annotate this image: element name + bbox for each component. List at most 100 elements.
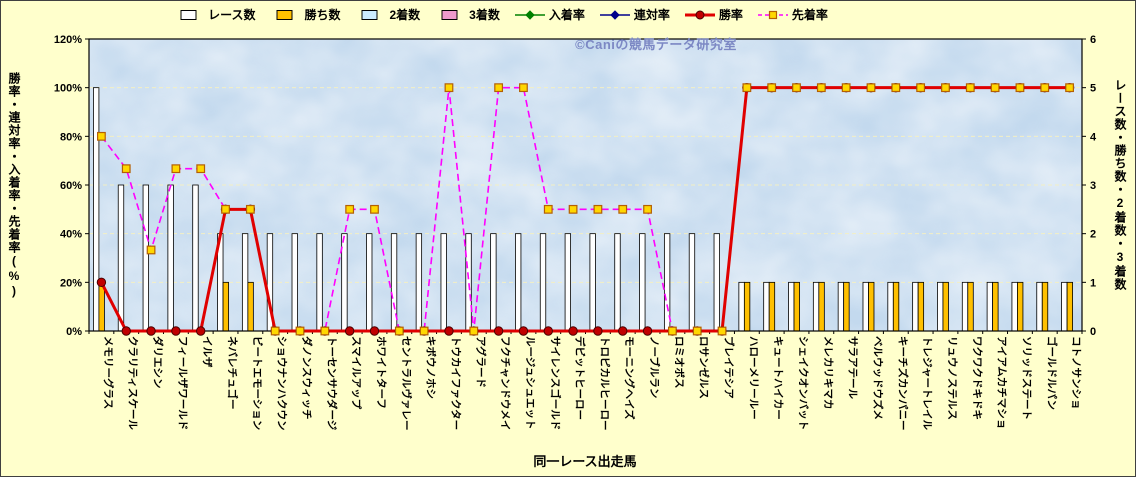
legend-swatch-bar-icon — [180, 9, 197, 20]
legend-swatch-diamond-icon — [599, 9, 630, 20]
bar-1-33 — [917, 281, 925, 332]
category-label: ブレイテシア — [723, 336, 736, 399]
bar-0-39 — [1061, 281, 1068, 332]
legend-swatch-bar-icon — [361, 9, 378, 20]
bar-0-35 — [961, 281, 969, 332]
watermark: ©Caniの競馬データ研究室 — [575, 37, 737, 52]
bar-0-2 — [142, 184, 149, 332]
right-tick-label: 6 — [1090, 34, 1096, 46]
right-tick-label: 2 — [1090, 229, 1096, 241]
category-label: シェイクオンバット — [797, 336, 809, 430]
right-tick-label: 1 — [1090, 277, 1096, 289]
marker-square — [245, 204, 255, 214]
marker-square — [568, 204, 578, 214]
left-tick-label: 120% — [54, 34, 82, 46]
marker-square — [916, 83, 926, 93]
marker-circle — [518, 326, 529, 336]
category-label: ダリエシン — [152, 336, 165, 389]
x-axis-title: 同一レース出走馬 — [533, 454, 637, 469]
category-label: メレカリキマカ — [822, 336, 834, 410]
bar-0-21 — [614, 233, 621, 332]
category-label: モーニングヘイズ — [623, 336, 636, 420]
category-label: スマイルアップ — [350, 336, 363, 410]
bar-0-38 — [1036, 281, 1043, 332]
marker-square — [543, 204, 553, 214]
marker-square — [394, 326, 404, 336]
bar-0-36 — [986, 281, 994, 332]
category-label: ハローメリールー — [747, 336, 759, 420]
marker-square — [1015, 83, 1025, 93]
bar-0-37 — [1011, 281, 1018, 332]
marker-square — [444, 83, 454, 93]
marker-square — [717, 326, 727, 336]
bar-0-6 — [241, 233, 249, 332]
category-label: フィールザワールド — [176, 336, 188, 430]
marker-square — [469, 326, 479, 336]
legend-item: レース数 — [174, 6, 255, 23]
marker-square — [196, 164, 206, 174]
bar-0-1 — [117, 184, 125, 332]
marker-square — [841, 83, 851, 93]
marker-circle — [344, 326, 355, 336]
marker-circle — [543, 326, 553, 336]
bar-1-35 — [967, 281, 974, 332]
marker-square — [270, 326, 280, 336]
category-label: トロピカルヒーロー — [598, 336, 610, 431]
legend-label: 先着率 — [791, 8, 828, 22]
category-label: トーセンサウダージ — [325, 336, 338, 431]
category-label: イルザ — [201, 336, 213, 368]
bar-0-9 — [316, 233, 323, 332]
category-label: アグラード — [474, 336, 487, 388]
marker-square — [121, 164, 131, 174]
category-label: ロサンゼルス — [698, 336, 711, 399]
bar-0-33 — [912, 281, 919, 332]
bar-1-34 — [942, 281, 949, 332]
category-label: キーチズカンパニー — [896, 336, 909, 431]
left-tick-label: 60% — [60, 180, 82, 192]
bar-0-26 — [738, 281, 745, 332]
marker-square — [519, 83, 528, 93]
category-label: トレジャートレイル — [921, 336, 933, 430]
line-先着率 — [100, 86, 1070, 332]
category-label: サラアテール — [847, 336, 859, 399]
bar-0-31 — [862, 281, 869, 332]
right-tick-label: 3 — [1090, 180, 1096, 192]
markers-layer — [96, 82, 1075, 336]
marker-square — [146, 245, 156, 255]
marker-square — [816, 83, 826, 93]
marker-circle — [171, 326, 181, 336]
bar-0-25 — [713, 233, 720, 332]
bar-0-4 — [192, 184, 199, 332]
marker-square — [643, 204, 652, 214]
legend-swatch-diamond-icon — [514, 9, 545, 20]
bar-1-31 — [868, 281, 875, 332]
bar-0-0 — [93, 87, 100, 332]
category-label: ロミオボス — [673, 336, 686, 389]
marker-circle — [96, 277, 107, 288]
marker-square — [692, 326, 702, 336]
bar-0-11 — [366, 233, 373, 332]
category-label: ホワイトターフ — [375, 336, 387, 409]
legend-label: 勝ち数 — [304, 8, 341, 22]
legend-label: レース数 — [208, 8, 256, 22]
marker-square — [370, 204, 379, 214]
legend-label: 2着数 — [389, 8, 421, 22]
right-axis-title: レース数・勝ち数・2着数・3着数 — [1113, 79, 1127, 291]
category-label: セントラルヴァレー — [400, 336, 413, 431]
marker-square — [941, 83, 950, 93]
legend-item: 3着数 — [435, 6, 500, 23]
bar-1-32 — [892, 281, 900, 332]
category-label: ベルウッドウズメ — [871, 336, 884, 420]
marker-circle — [642, 326, 653, 336]
bar-0-34 — [937, 281, 944, 332]
line-勝率 — [100, 86, 1070, 333]
bar-0-20 — [589, 233, 596, 332]
legend-label: 連対率 — [633, 8, 670, 22]
left-tick-label: 40% — [60, 229, 82, 241]
legend-item: 入着率 — [514, 6, 585, 23]
left-tick-label: 100% — [54, 83, 82, 95]
marker-square — [667, 326, 677, 336]
category-label: ショウナンハクウン — [276, 336, 288, 431]
category-label: トウカイファクター — [449, 336, 461, 430]
